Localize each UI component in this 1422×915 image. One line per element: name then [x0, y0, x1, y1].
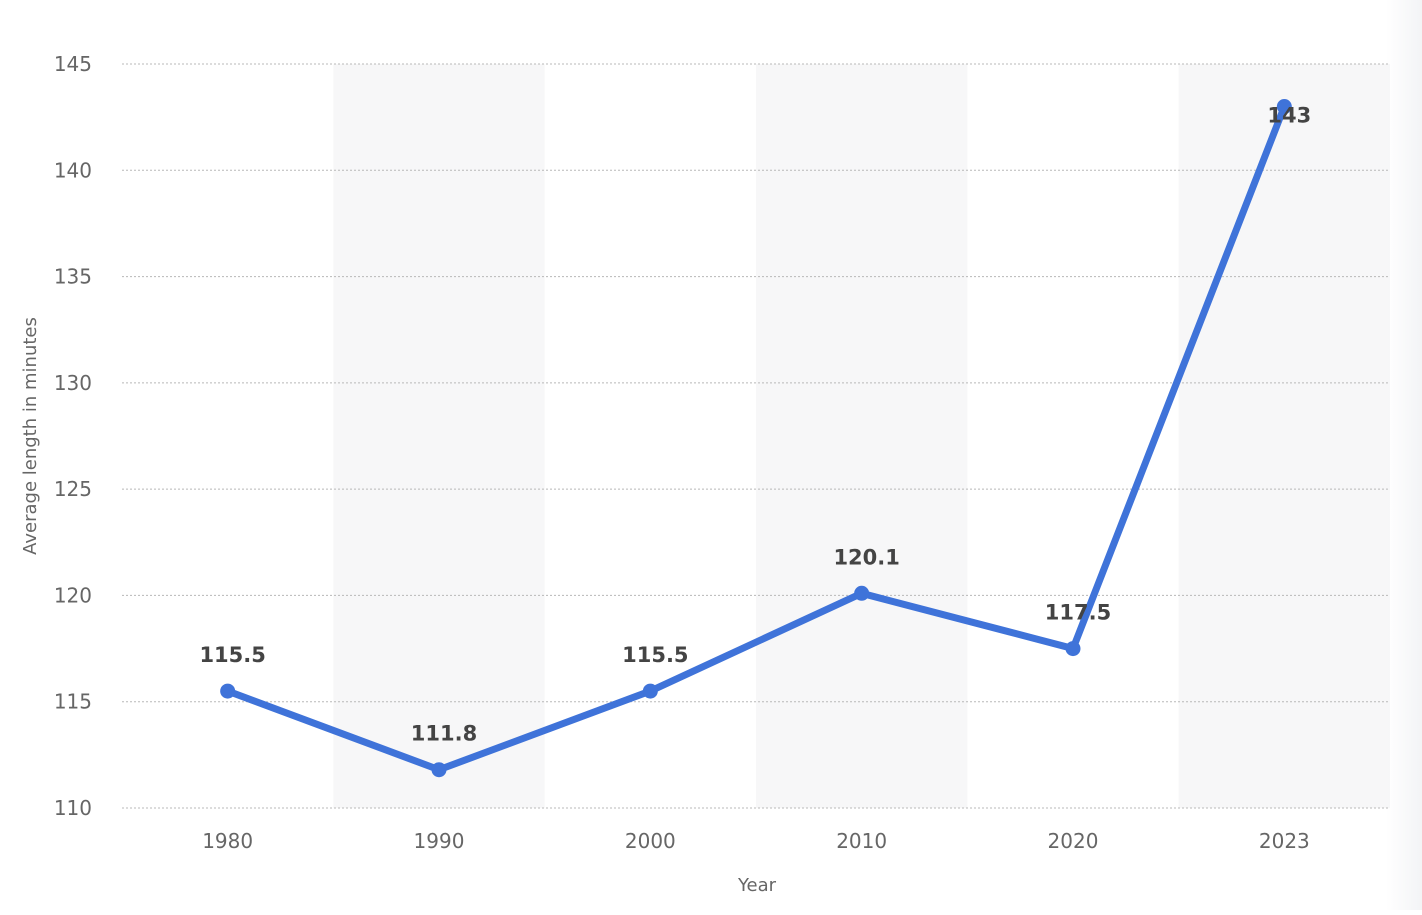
x-tick-label: 2010	[836, 829, 887, 853]
data-point[interactable]	[431, 762, 447, 778]
y-tick-label: 120	[54, 583, 92, 607]
data-point[interactable]	[1276, 99, 1292, 115]
data-point[interactable]	[854, 585, 870, 601]
x-axis-title: Year	[737, 875, 777, 896]
x-tick-label: 1990	[414, 829, 465, 853]
data-label: 117.5	[1045, 601, 1111, 625]
x-tick-label: 1980	[202, 829, 253, 853]
x-axis-ticks: 1980 1990 2000 2010 2020 2023	[202, 829, 1310, 853]
y-tick-label: 135	[54, 265, 92, 289]
data-label: 120.1	[833, 545, 899, 569]
series-line	[224, 103, 1288, 774]
series-line-group	[220, 99, 1292, 778]
background-band	[1178, 64, 1390, 808]
y-axis-title: Average length in minutes	[20, 317, 41, 555]
right-edge-shadow	[1386, 0, 1422, 910]
data-label: 111.8	[411, 722, 477, 746]
data-labels: 115.5 111.8 115.5 120.1 117.5 143	[199, 104, 1311, 746]
background-band	[333, 64, 545, 808]
y-tick-label: 145	[54, 52, 92, 76]
y-tick-label: 140	[54, 158, 92, 182]
y-tick-label: 125	[54, 477, 92, 501]
y-axis-ticks: 110 115 120 125 130 135 140 145	[54, 52, 92, 820]
data-label: 115.5	[199, 643, 265, 667]
data-label: 143	[1267, 104, 1311, 128]
y-tick-label: 110	[54, 796, 92, 820]
background-band	[756, 64, 968, 808]
x-tick-label: 2000	[625, 829, 676, 853]
data-point[interactable]	[1065, 641, 1081, 657]
data-point[interactable]	[220, 683, 236, 699]
y-tick-label: 130	[54, 371, 92, 395]
data-label: 115.5	[622, 643, 688, 667]
alternating-bands	[333, 64, 1390, 808]
y-tick-label: 115	[54, 690, 92, 714]
x-tick-label: 2020	[1048, 829, 1099, 853]
data-point[interactable]	[642, 683, 658, 699]
x-tick-label: 2023	[1259, 829, 1310, 853]
